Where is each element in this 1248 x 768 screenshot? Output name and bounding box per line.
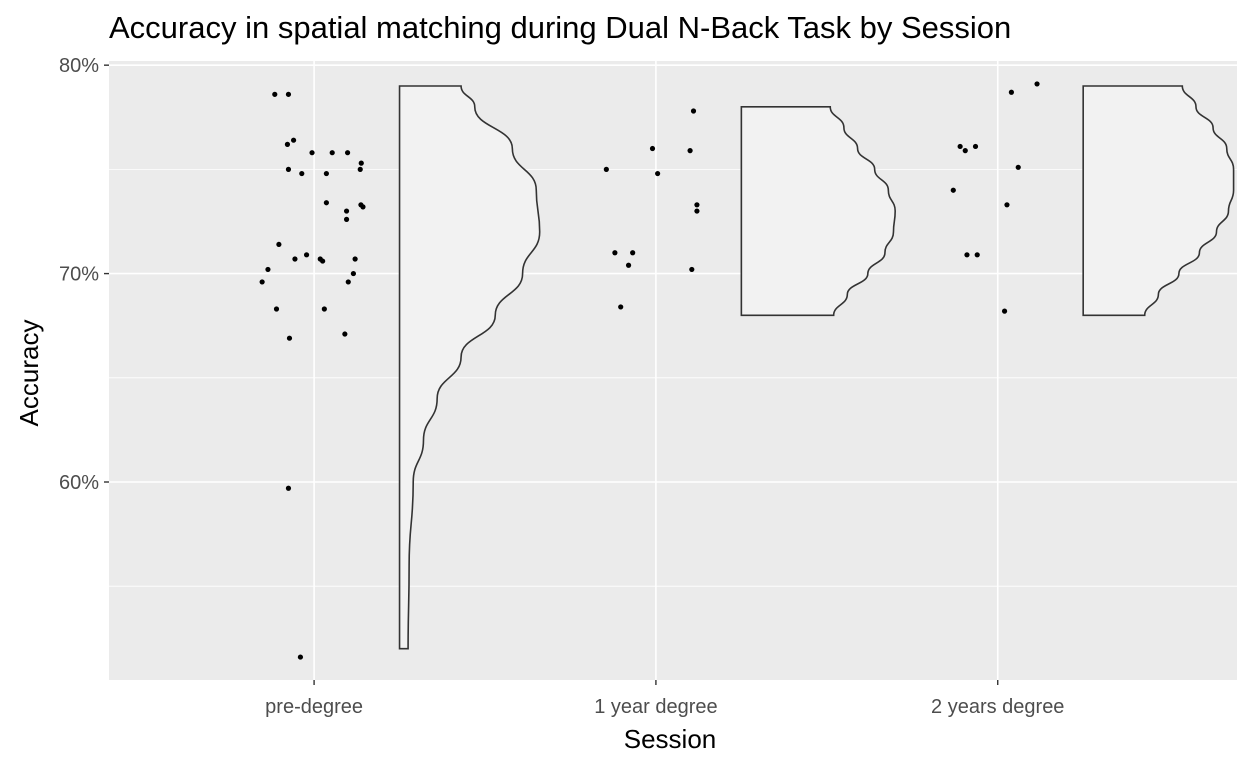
data-point <box>259 279 265 285</box>
data-point <box>285 166 292 172</box>
x-tick-label: 2 years degree <box>931 696 1064 718</box>
data-point <box>1008 89 1015 95</box>
data-point <box>612 250 618 256</box>
data-point <box>285 91 292 97</box>
data-point <box>687 148 693 154</box>
data-point <box>1004 202 1010 208</box>
data-point <box>625 262 632 268</box>
data-point <box>964 252 970 258</box>
data-point <box>618 304 624 310</box>
y-axis-title: Accuracy <box>14 320 44 427</box>
axes: 60% 70% 80% pre-degree 1 year degree 2 years … <box>59 55 1064 718</box>
data-point <box>630 250 636 256</box>
chart-title: Accuracy in spatial matching during Dual… <box>109 10 1012 45</box>
data-point <box>357 166 363 172</box>
data-points <box>259 81 1040 660</box>
plot-panel <box>109 61 1237 680</box>
data-point <box>276 241 282 248</box>
x-tick-label: 1 year degree <box>594 696 717 718</box>
data-point <box>284 141 291 147</box>
data-point <box>603 166 609 172</box>
data-point <box>694 208 700 214</box>
data-point <box>649 145 656 152</box>
data-point <box>299 170 305 177</box>
data-point <box>343 208 350 214</box>
data-point <box>292 256 298 262</box>
data-point <box>297 654 304 660</box>
data-point <box>342 331 348 337</box>
data-point <box>321 306 327 312</box>
data-point <box>343 216 350 222</box>
data-point <box>694 202 700 208</box>
data-point <box>286 335 293 341</box>
data-point <box>352 256 358 262</box>
x-axis-title: Session <box>624 724 717 754</box>
y-tick-label: 80% <box>59 55 99 77</box>
data-point <box>358 160 364 166</box>
violins <box>398 85 1235 650</box>
major-gridlines <box>109 61 1237 680</box>
data-point <box>957 143 963 150</box>
violin-1 <box>740 106 896 317</box>
data-point <box>689 266 695 273</box>
minor-gridlines <box>109 168 1237 587</box>
data-point <box>962 148 968 154</box>
data-point <box>344 150 351 156</box>
data-point <box>285 485 292 491</box>
data-point <box>273 306 280 312</box>
data-point <box>323 170 329 177</box>
data-point <box>309 150 315 156</box>
data-point <box>950 187 956 193</box>
violin-0 <box>398 85 541 650</box>
data-point <box>690 108 697 114</box>
data-point <box>323 200 329 206</box>
data-point <box>974 252 980 258</box>
data-point <box>272 91 278 97</box>
violin-2 <box>1082 85 1235 317</box>
data-point <box>303 252 310 258</box>
data-point <box>972 143 979 150</box>
data-point <box>1015 164 1021 170</box>
data-point <box>350 270 356 277</box>
data-point <box>345 279 351 285</box>
y-tick-label: 60% <box>59 472 99 494</box>
data-point <box>329 150 335 156</box>
data-point <box>265 266 271 273</box>
data-point <box>1034 81 1040 87</box>
y-tick-label: 70% <box>59 264 99 286</box>
data-point <box>290 137 297 143</box>
data-point <box>360 204 366 210</box>
data-point <box>1001 308 1008 314</box>
data-point <box>320 258 326 264</box>
data-point <box>655 170 661 177</box>
x-tick-label: pre-degree <box>265 696 363 718</box>
